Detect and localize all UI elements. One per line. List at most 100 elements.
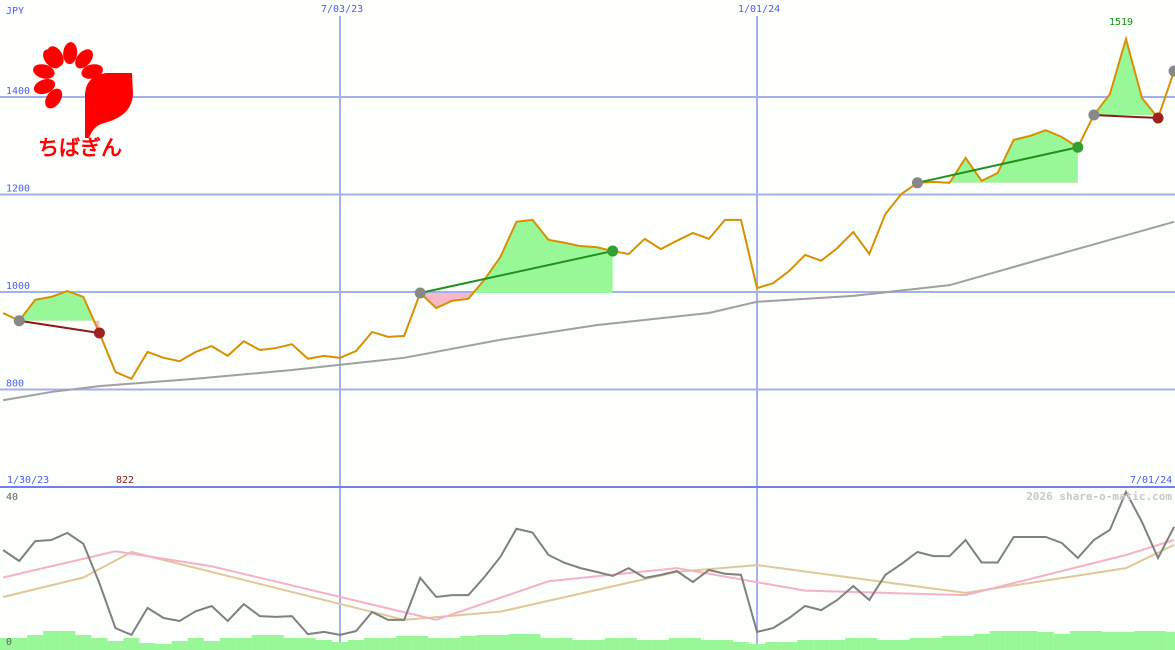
- volume-bar: [508, 634, 525, 650]
- range-end-label: 7/01/24: [1130, 475, 1172, 486]
- volume-bar: [733, 642, 750, 650]
- volume-bar: [348, 640, 365, 650]
- volume-bar: [283, 638, 300, 650]
- volume-bar: [107, 641, 124, 650]
- volume-bar: [315, 640, 333, 650]
- volume-bar: [235, 638, 252, 650]
- y-tick-label: 1000: [6, 281, 30, 292]
- oscillator-fast-line: [2, 539, 1175, 621]
- volume-bar: [43, 631, 60, 650]
- min-price-label: 822: [116, 475, 134, 486]
- volume-bar: [684, 638, 701, 650]
- y-tick-label: 1200: [6, 184, 30, 195]
- volume-bar: [91, 638, 108, 650]
- volume-bar: [11, 638, 28, 650]
- signal-start-dot: [1088, 109, 1100, 121]
- volume-bar: [1037, 632, 1054, 650]
- axis-labels: JPY 7/03/23 1/01/24 1/30/23 7/01/24 822 …: [6, 4, 1172, 648]
- volume-bar: [267, 635, 284, 650]
- signal-down-dot: [93, 327, 105, 339]
- watermark: 2026 share-o-matic.com: [1026, 490, 1172, 503]
- volume-bar: [476, 635, 493, 650]
- volume-bar: [364, 638, 381, 650]
- volume-bar: [861, 638, 878, 650]
- osc-y-min-label: 0: [6, 637, 12, 648]
- oscillator-slow-line: [2, 543, 1175, 621]
- logo-petal: [33, 78, 56, 95]
- gain-area: [420, 219, 613, 293]
- signal-start-dot: [1168, 65, 1175, 77]
- volume-bar: [716, 640, 734, 650]
- volume-bar: [380, 638, 397, 650]
- volume-bar: [1021, 631, 1038, 650]
- volume-bar: [187, 638, 204, 650]
- volume-bar: [1150, 631, 1167, 650]
- volume-bar: [765, 642, 782, 650]
- volume-bar: [749, 644, 766, 650]
- volume-bar: [797, 640, 814, 650]
- volume-bar: [1117, 632, 1135, 650]
- volume-bar: [155, 644, 172, 650]
- volume-bar: [925, 638, 942, 650]
- volume-bar: [540, 638, 557, 650]
- volume-bar: [123, 638, 140, 650]
- volume-bar: [203, 641, 220, 650]
- logo-leaf-icon: [85, 73, 133, 138]
- volume-bar: [652, 640, 669, 650]
- signal-trend-line: [19, 319, 100, 334]
- volume-bar: [332, 642, 349, 650]
- volume-bar: [27, 635, 44, 650]
- signal-markers: [13, 65, 1175, 339]
- volume-bar: [460, 636, 477, 650]
- volume-bar: [893, 640, 910, 650]
- signal-up-dot: [607, 245, 619, 257]
- logo-petal: [75, 49, 93, 69]
- logo-petal: [33, 64, 55, 79]
- volume-bar: [1053, 634, 1070, 650]
- gain-area: [917, 130, 1078, 183]
- gain-area: [19, 291, 100, 321]
- volume-bar: [219, 638, 236, 650]
- logo-petal: [63, 42, 78, 65]
- volume-bar: [428, 638, 445, 650]
- volume-bar: [396, 636, 413, 650]
- logo-petal: [45, 88, 63, 109]
- volume-bar: [412, 636, 429, 650]
- volume-bar: [636, 640, 653, 650]
- gain-area: [1093, 38, 1159, 116]
- logo-petal: [81, 64, 103, 79]
- volume-bar: [588, 640, 605, 650]
- signal-start-dot: [911, 177, 923, 189]
- volume-bar: [524, 634, 541, 650]
- signal-start-dot: [13, 315, 25, 327]
- volume-bar: [941, 636, 958, 650]
- signal-fills: [19, 38, 1159, 333]
- logo-flower-icon: [33, 42, 103, 109]
- y-tick-label: 800: [6, 379, 24, 390]
- volume-bar: [139, 643, 156, 650]
- volume-bar: [1166, 632, 1175, 650]
- volume-bar: [299, 638, 317, 650]
- logo-text: ちばぎん: [38, 136, 122, 160]
- oscillator-line: [2, 489, 1175, 637]
- volume-bar: [813, 640, 830, 650]
- signal-start-dot: [414, 287, 426, 299]
- volume-bar: [877, 640, 894, 650]
- osc-y-max-label: 40: [6, 492, 18, 503]
- range-start-label: 1/30/23: [7, 475, 49, 486]
- volume-bar: [909, 638, 926, 650]
- volume-bar: [700, 640, 718, 650]
- volume-bar: [492, 635, 509, 650]
- logo-petal: [43, 49, 61, 69]
- volume-bar: [572, 640, 589, 650]
- x-tick-label: 1/01/24: [738, 4, 780, 15]
- signal-down-dot: [1152, 112, 1164, 124]
- volume-bar: [973, 634, 990, 650]
- loss-area: [420, 292, 613, 309]
- volume-bar: [957, 636, 974, 650]
- volume-bar: [0, 638, 12, 650]
- signal-trend-line: [419, 250, 613, 294]
- y-axis-unit: JPY: [6, 6, 24, 17]
